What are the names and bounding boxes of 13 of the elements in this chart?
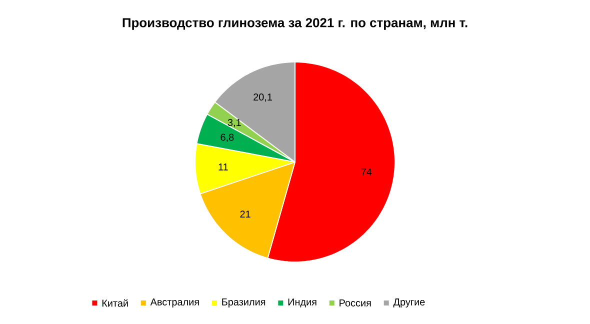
data-label: 3,1 xyxy=(228,119,241,128)
data-label: 21 xyxy=(240,210,250,218)
legend-label: Австралия xyxy=(150,298,199,308)
data-label: 11 xyxy=(218,164,228,170)
data-label: 20,1 xyxy=(254,94,272,102)
legend-label: Бразилия xyxy=(222,298,266,308)
legend-label: Китай xyxy=(102,299,128,307)
data-label: 6,8 xyxy=(220,134,234,142)
legend-label: Россия xyxy=(340,300,371,306)
legend-label: Другие xyxy=(393,298,425,308)
data-label: 74 xyxy=(361,168,372,176)
chart-title: Производство глинозема за 2021 г. по странам, млн т. xyxy=(122,18,468,30)
legend-label: Индия xyxy=(288,298,316,308)
